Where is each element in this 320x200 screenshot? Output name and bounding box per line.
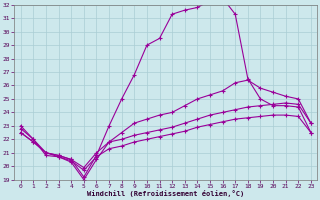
- X-axis label: Windchill (Refroidissement éolien,°C): Windchill (Refroidissement éolien,°C): [87, 190, 244, 197]
